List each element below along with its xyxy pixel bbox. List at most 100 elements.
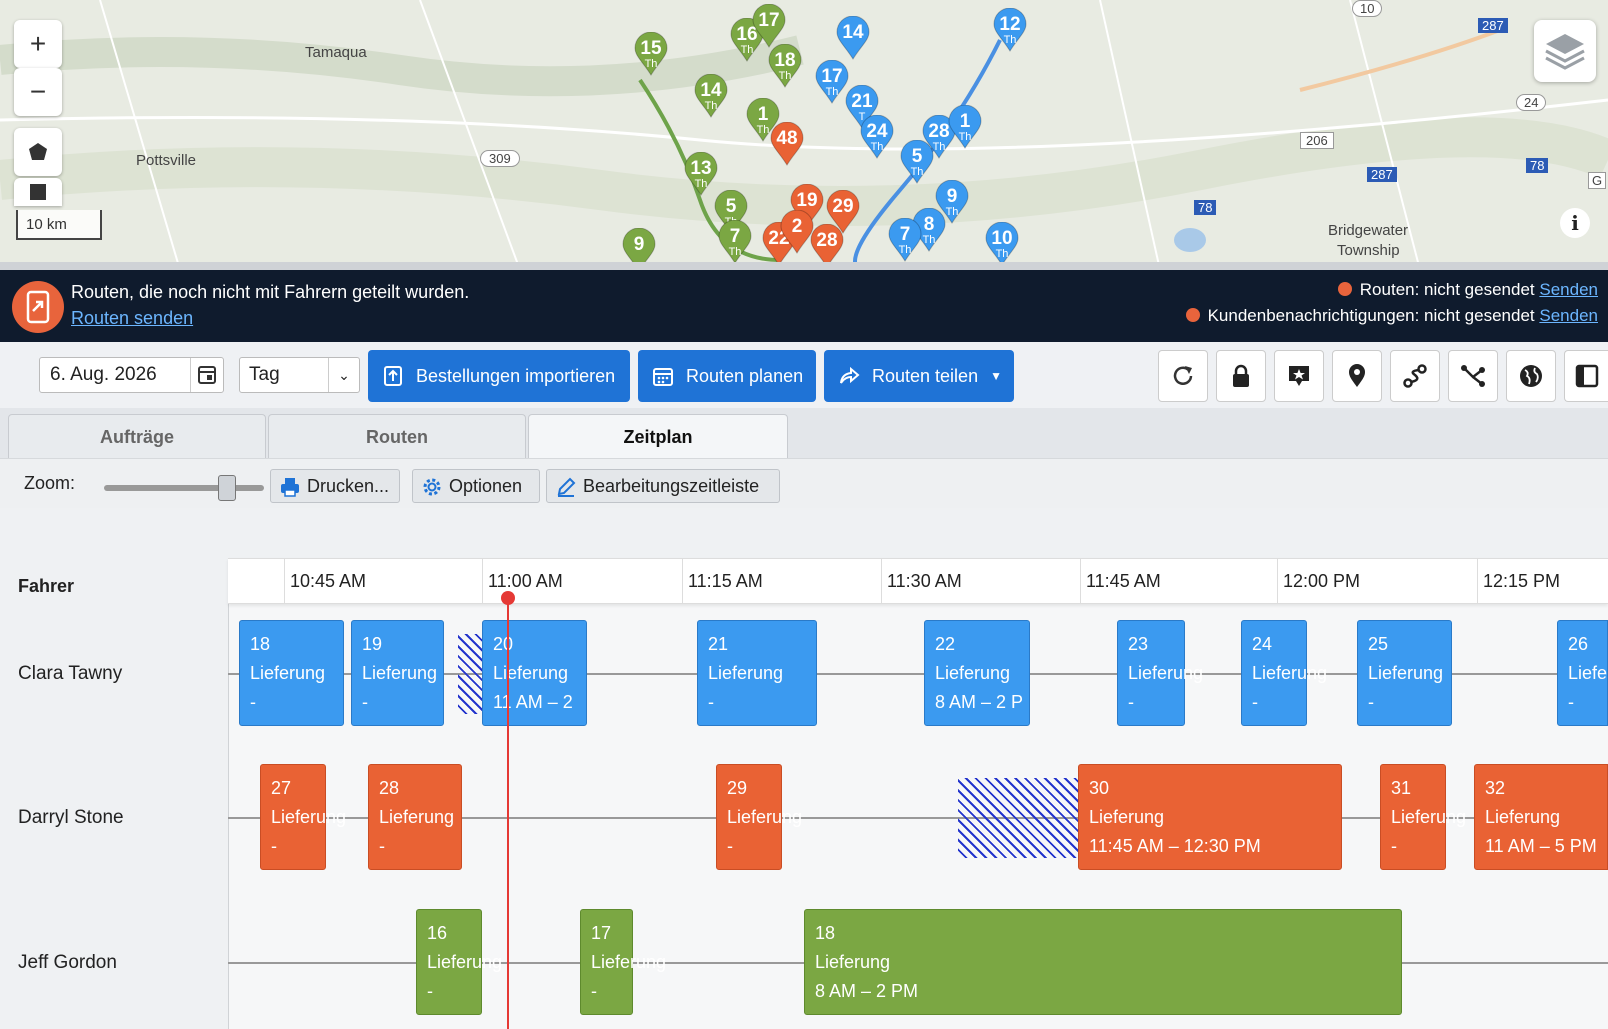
stop-block[interactable]: 18 Lieferung - [239, 620, 344, 726]
plan-routes-button[interactable]: Routen planen [638, 350, 816, 402]
refresh-button[interactable] [1158, 350, 1208, 402]
map-stop-pin[interactable]: 5Th [714, 189, 748, 234]
stop-window: - [1252, 692, 1258, 712]
route-split-button[interactable] [1448, 350, 1498, 402]
driver-lane-line [228, 673, 1608, 675]
map-layers-button[interactable] [1534, 20, 1596, 82]
date-picker[interactable]: 6. Aug. 2026 [39, 357, 224, 393]
map-stop-pin[interactable]: 9 Th [935, 179, 969, 224]
send-notifications-button[interactable]: Senden [1539, 306, 1598, 325]
map-stop-pin[interactable]: 24 Th [860, 114, 894, 159]
tab-routes[interactable]: Routen [268, 414, 526, 458]
route-button[interactable] [1390, 350, 1440, 402]
map-stop-pin[interactable]: 17 Th [815, 59, 849, 104]
zoom-slider-handle[interactable] [218, 475, 236, 501]
edit-timeline-button[interactable]: Bearbeitungszeitleiste [546, 469, 780, 503]
map-stop-pin[interactable]: 17 [752, 3, 786, 48]
map-stop-pin[interactable]: 16 Th [730, 17, 764, 62]
map-place-label: Township [1337, 242, 1400, 259]
stop-block[interactable]: 28 Lieferung - [368, 764, 462, 870]
driver-name[interactable]: Jeff Gordon [18, 952, 117, 973]
map-stop-pin[interactable]: 19 [790, 183, 824, 228]
stop-block[interactable]: 31 Lieferung - [1380, 764, 1466, 870]
stop-block[interactable]: 25 Lieferung - [1357, 620, 1452, 726]
stop-block[interactable]: 30 Lieferung 11:45 AM – 12:30 PM [1078, 764, 1342, 870]
send-routes-button[interactable]: Senden [1539, 280, 1598, 299]
stop-block[interactable]: 18 Lieferung 8 AM – 2 PM [804, 909, 1402, 1015]
route-icon [1403, 364, 1427, 388]
road-shield: 206 [1300, 132, 1334, 149]
map-stop-pin[interactable]: 18 Th [768, 43, 802, 88]
time-tick: 12:00 PM [1276, 559, 1361, 603]
stop-block[interactable]: 22 Lieferung 8 AM – 2 P [924, 620, 1030, 726]
view-select[interactable]: Tag ⌄ [239, 357, 360, 393]
stop-block[interactable]: 32 Lieferung 11 AM – 5 PM [1474, 764, 1608, 870]
stop-block[interactable]: 23 Lieferung - [1117, 620, 1203, 726]
toolbar: 6. Aug. 2026 Tag ⌄ Bestellungen importie… [0, 342, 1608, 408]
tab-orders[interactable]: Aufträge [8, 414, 266, 458]
share-routes-button[interactable]: Routen teilen ▼ [824, 350, 1014, 402]
driver-name[interactable]: Clara Tawny [18, 663, 123, 684]
map-stop-pin[interactable]: 7 Th [718, 219, 752, 264]
pin-number: 18 [774, 50, 796, 71]
map-stop-pin[interactable]: 1 Th [746, 97, 780, 142]
map-stop-pin[interactable]: 28 Th [922, 114, 956, 159]
panel-toggle-button[interactable] [1564, 350, 1608, 402]
map-stop-pin[interactable]: 13 Th [684, 151, 718, 196]
calendar-icon[interactable] [190, 358, 223, 392]
tab-schedule[interactable]: Zeitplan [528, 414, 788, 458]
favorite-marker-button[interactable] [1274, 350, 1324, 402]
map-stop-pin[interactable]: 29 [826, 189, 860, 234]
stop-block[interactable]: 16 Lieferung - [416, 909, 502, 1015]
stop-block[interactable]: 21 Lieferung - [697, 620, 817, 726]
print-button[interactable]: Drucken... [270, 469, 400, 503]
map-stop-pin[interactable]: 14 Th [694, 73, 728, 118]
pin-day: Th [870, 141, 884, 153]
road-shield: 24 [1516, 94, 1547, 111]
map-stop-pin[interactable]: 15 Th [634, 31, 668, 76]
stop-block[interactable]: 29 Lieferung - [716, 764, 802, 870]
pin-number: 12 [999, 14, 1021, 35]
sidebar-panel-icon [1575, 364, 1598, 388]
rectangle-draw-icon[interactable] [14, 178, 62, 206]
globe-button[interactable] [1506, 350, 1556, 402]
polygon-draw-icon[interactable] [14, 128, 62, 176]
stop-type: Lieferung [1252, 663, 1328, 683]
current-time-marker[interactable] [501, 591, 515, 605]
map-stop-pin[interactable]: 1 Th [948, 104, 982, 149]
map-info-icon[interactable]: i [1560, 208, 1590, 238]
send-routes-link[interactable]: Routen senden [71, 308, 194, 328]
stop-block[interactable]: 26 Liefer - [1557, 620, 1608, 726]
map-stop-pin[interactable]: 14 [836, 15, 870, 60]
driver-name[interactable]: Darryl Stone [18, 807, 124, 828]
map-stop-pin[interactable]: 9 [622, 227, 656, 270]
pin-day: T [858, 111, 866, 123]
lock-button[interactable] [1216, 350, 1266, 402]
map-zoom-in-button[interactable]: + [14, 20, 62, 68]
map-stop-pin[interactable]: 10 Th [985, 221, 1019, 266]
map-zoom-out-button[interactable]: − [14, 68, 62, 116]
location-pin-button[interactable] [1332, 350, 1382, 402]
stop-block[interactable]: 27 Lieferung - [260, 764, 346, 870]
map-panel[interactable]: + − 10 km Tamaqua Pottsville Bridgewater… [0, 0, 1608, 270]
map-stop-pin[interactable]: 21 T [845, 84, 879, 129]
stop-block[interactable]: 17 Lieferung - [580, 909, 666, 1015]
stop-block[interactable]: 24 Lieferung - [1241, 620, 1328, 726]
zoom-slider-track[interactable] [104, 485, 264, 491]
pin-number: 13 [690, 158, 712, 179]
pin-number: 17 [821, 66, 843, 87]
map-stop-pin[interactable]: 2 [780, 209, 814, 254]
import-orders-button[interactable]: Bestellungen importieren [368, 350, 630, 402]
map-resize-handle[interactable] [0, 262, 1608, 270]
map-stop-pin[interactable]: 12 Th [993, 7, 1027, 52]
status-dot [1337, 282, 1352, 296]
map-stop-pin[interactable]: 28 [810, 223, 844, 268]
schedule-toolbar: Zoom: Drucken... Optionen Bearbeitungsze… [0, 458, 1608, 509]
driver-column [0, 508, 229, 1029]
options-button[interactable]: Optionen [412, 469, 540, 503]
stop-block[interactable]: 19 Lieferung - [351, 620, 444, 726]
map-stop-pin[interactable]: 48 [770, 121, 804, 166]
stop-block[interactable]: 20 Lieferung 11 AM – 2 [482, 620, 587, 726]
map-stop-pin[interactable]: 7 Th [888, 217, 922, 262]
